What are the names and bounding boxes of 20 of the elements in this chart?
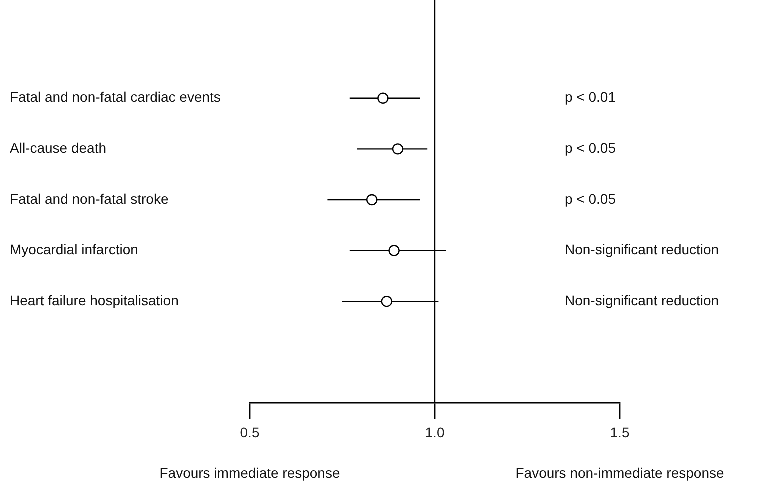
annotation: p < 0.05 [565,190,616,207]
y-tick-label: Heart failure hospitalisation [10,292,179,308]
y-tick-label: Fatal and non-fatal cardiac events [10,89,221,106]
point [381,296,392,308]
text: Favours non-immediate response [516,465,724,481]
annotation: p < 0.01 [565,89,616,106]
x-tick-label: 0.5 [240,424,260,440]
x-tick-label: 1.0 [425,424,445,440]
annotation: Non-significant reduction [565,242,720,258]
annotation: p < 0.05 [565,140,616,156]
y-tick-label: Fatal and non-fatal stroke [10,190,169,207]
x-tick-label: 1.5 [610,424,630,440]
y-tick-label: Myocardial infarction [10,242,138,258]
point [366,194,378,206]
text: Favours immediate response [160,465,340,481]
y-tick-label: All-cause death [10,140,107,156]
point [378,92,389,104]
annotation: Non-significant reduction [565,292,720,308]
point [388,245,400,256]
point [392,144,404,155]
